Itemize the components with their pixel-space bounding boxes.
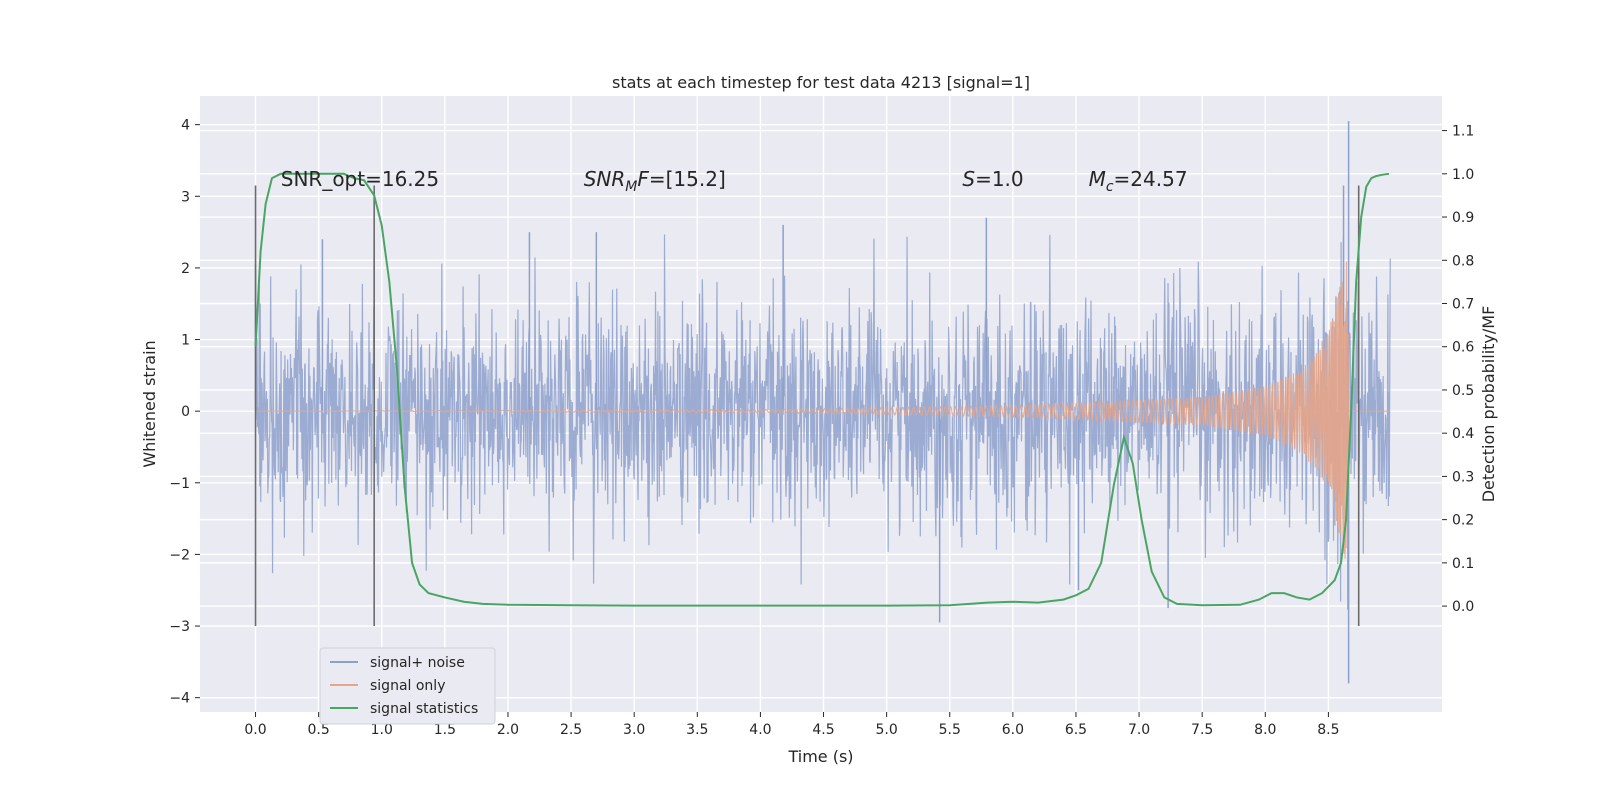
x-axis-label: Time (s) [787,747,853,766]
series-signal-statistics [254,172,1390,607]
y-right-tick-label: 0.5 [1452,383,1474,399]
annotation-s: S=1.0 [962,167,1023,191]
y-right-tick-label: 0.4 [1452,426,1474,442]
y-axis-ticks: 4 3 2 1 0 −1 −2 −3 −4 [169,118,200,707]
legend-label-signal-statistics: signal statistics [370,701,478,717]
y-right-tick-label: 0.2 [1452,513,1474,529]
y-tick-label: −1 [169,476,190,492]
x-tick-label: 6.5 [1065,722,1087,738]
y-right-tick-label: 1.1 [1452,124,1474,140]
x-tick-label: 6.0 [1002,722,1024,738]
signal-only-line [255,261,1391,559]
y-right-axis-ticks: 1.1 1.0 0.9 0.8 0.7 0.6 0.5 0.4 0.3 0.2 0.1 0.0 [1442,124,1474,615]
annotation-mc: Mc=24.57 [1089,167,1188,195]
legend-label-signal-only: signal only [370,678,445,694]
y-tick-label: −2 [169,547,190,563]
y-tick-label: 3 [181,189,190,205]
legend-label-signal-noise: signal+ noise [370,655,465,671]
x-tick-label: 7.0 [1128,722,1150,738]
y-tick-label: −4 [169,691,190,707]
x-tick-label: 4.0 [749,722,771,738]
y-tick-label: 2 [181,261,190,277]
x-tick-label: 3.5 [686,722,708,738]
y-right-tick-label: 0.3 [1452,469,1474,485]
annotation-snr-mf: SNRMF=[15.2] [584,167,726,195]
y-right-tick-label: 0.0 [1452,599,1474,615]
y-right-tick-label: 0.1 [1452,556,1474,572]
x-tick-label: 3.0 [623,722,645,738]
signal-noise-line [254,234,1391,610]
y-right-tick-label: 0.8 [1452,253,1474,269]
signal-statistics-line [254,172,1390,607]
chart-title: stats at each timestep for test data 421… [612,73,1030,92]
x-tick-label: 7.5 [1191,722,1213,738]
y-axis-label: Whitened strain [140,340,159,467]
x-axis-ticks: 0.0 0.5 1.0 1.5 2.0 2.5 3.0 3.5 4.0 4.5 5.0 5.5 6.0 6… [244,712,1340,738]
x-tick-label: 1.5 [434,722,456,738]
y-tick-label: 4 [181,118,190,134]
y-right-tick-label: 1.0 [1452,167,1474,183]
y-right-axis-label: Detection probability/MF [1479,306,1498,503]
legend: signal+ noise signal only signal statist… [319,647,496,725]
x-tick-label: 8.0 [1254,722,1276,738]
y-right-tick-label: 0.7 [1452,296,1474,312]
x-tick-label: 0.0 [244,722,266,738]
y-right-tick-label: 0.9 [1452,210,1474,226]
x-tick-label: 1.0 [371,722,393,738]
x-tick-label: 0.5 [308,722,330,738]
y-tick-label: 0 [181,404,190,420]
y-tick-label: 1 [181,333,190,349]
x-tick-label: 2.5 [560,722,582,738]
annotations: SNR_opt=16.25 SNRMF=[15.2] S=1.0 Mc=24.57 [281,167,1188,195]
x-tick-label: 5.0 [876,722,898,738]
x-tick-label: 8.5 [1317,722,1339,738]
annotation-snr-opt: SNR_opt=16.25 [281,167,439,191]
x-tick-label: 2.0 [497,722,519,738]
y-tick-label: −3 [169,619,190,635]
legend-box [319,647,496,725]
x-tick-label: 4.5 [812,722,834,738]
series-signal-only [255,261,1391,559]
x-tick-label: 5.5 [939,722,961,738]
y-right-tick-label: 0.6 [1452,340,1474,356]
